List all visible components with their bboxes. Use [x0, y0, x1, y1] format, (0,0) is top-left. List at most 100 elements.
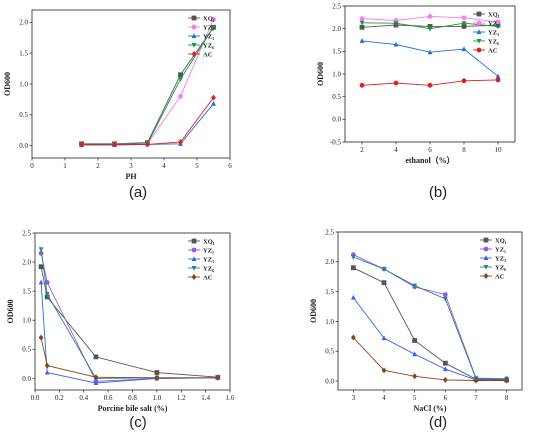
series-1 [350, 265, 510, 383]
data-point [93, 354, 99, 360]
legend-entry-label: XQ₁ [488, 11, 500, 18]
x-axis-label: NaCl (%) [413, 404, 446, 413]
chart-panel-3: 0.0 0.2 0.4 0.6 0.8 1.0 1.2 1.4 1.6 0.0 0.5 1.0 1.5 2… [6, 229, 235, 413]
x-tick-label: 6 [228, 162, 232, 170]
x-tick-label: 1.4 [201, 394, 210, 402]
x-tick-label: 4 [382, 394, 386, 402]
y-axis-label: OD600 [316, 62, 325, 86]
data-point [504, 377, 510, 384]
data-point [350, 294, 356, 300]
legend-swatch-marker [191, 247, 197, 253]
series-line [353, 267, 507, 381]
x-tick-label: 5 [413, 394, 417, 402]
data-point [93, 374, 99, 381]
x-tick-label: 4 [394, 146, 398, 154]
x-tick-label: 8 [505, 394, 509, 402]
legend-entry-label: XQ₁ [495, 237, 507, 244]
legend: XQ₁ YZ₁ YZ₃ YZ₆ AC [188, 15, 215, 58]
y-tick-label: 0.0 [332, 116, 341, 124]
data-point [442, 376, 448, 383]
series-line [361, 40, 499, 77]
legend-swatch-marker [191, 238, 197, 244]
y-tick-label: 0.0 [325, 377, 334, 385]
y-tick-label: 1.5 [325, 288, 334, 296]
data-point [93, 380, 99, 386]
data-point [350, 334, 356, 341]
x-tick-label: 8 [462, 146, 466, 154]
data-point [412, 283, 418, 289]
data-point [211, 94, 216, 101]
legend-swatch-marker [191, 43, 197, 48]
series-2 [359, 14, 501, 25]
y-tick-label: 1.5 [19, 50, 28, 58]
y-axis-label: OD600 [6, 300, 15, 324]
y-tick-label: 2.0 [22, 258, 31, 266]
data-point [38, 247, 44, 253]
series-line [40, 337, 218, 379]
data-point [178, 138, 183, 145]
data-point [381, 367, 387, 374]
data-point [381, 335, 387, 341]
legend-swatch-marker [191, 51, 197, 57]
data-point [461, 46, 467, 52]
data-point [154, 370, 160, 375]
legend: XQ₁ YZ₁ YZ₃ YZ₆ AC [188, 238, 215, 281]
series-5 [359, 77, 501, 88]
panel-label-4: (d) [429, 414, 447, 431]
legend-swatch-marker [191, 24, 197, 30]
legend: XQ₁ YZ₁ YZ₃ YZ₆ AC [473, 11, 500, 54]
x-tick-label: 1.6 [226, 394, 235, 402]
data-point [412, 338, 418, 343]
legend: XQ₁ YZ₁ YZ₃ YZ₆ AC [480, 237, 507, 280]
legend-swatch-marker [191, 266, 197, 271]
series-line [352, 297, 507, 381]
data-point [359, 20, 365, 26]
y-tick-label: 1.0 [325, 318, 334, 326]
series-3 [38, 279, 221, 386]
panel-label-2: (b) [429, 184, 447, 201]
data-point [350, 265, 356, 271]
x-tick-label: 2 [96, 162, 100, 170]
data-point [359, 24, 365, 30]
y-tick-label: 2.5 [325, 228, 334, 236]
series-line [81, 19, 214, 146]
x-tick-label: 6 [444, 394, 448, 402]
legend-swatch-marker [191, 274, 197, 280]
legend-swatch-marker [191, 33, 197, 38]
data-point [211, 25, 216, 31]
x-tick-label: 1 [63, 162, 67, 170]
series-4 [359, 20, 501, 32]
data-point [178, 93, 183, 99]
y-tick-label: 1.5 [22, 288, 31, 296]
legend-entry-label: YZ₆ [203, 265, 214, 272]
y-tick-label: 1.0 [332, 70, 341, 78]
data-point [495, 24, 501, 30]
legend-entry-label: XQ₁ [203, 15, 215, 22]
x-tick-label: 5 [195, 162, 199, 170]
data-point [427, 24, 433, 29]
x-tick-label: 1.0 [153, 394, 162, 402]
legend-entry-label: YZ₃ [488, 29, 499, 36]
y-tick-label: 0.5 [22, 346, 31, 354]
x-tick-label: 1.2 [177, 394, 186, 402]
y-tick-label: 2.5 [332, 2, 341, 10]
data-point [38, 264, 44, 270]
x-tick-label: 0.2 [55, 394, 64, 402]
series-line [352, 337, 507, 381]
legend-swatch-marker [476, 20, 482, 26]
data-point [427, 49, 433, 55]
plot-frame [31, 9, 231, 159]
y-tick-label: 1.0 [19, 80, 28, 88]
x-axis-label: Porcine bile salt (%) [98, 404, 168, 413]
data-point [495, 19, 501, 25]
y-tick-label: 0.5 [325, 348, 334, 356]
data-point [359, 82, 365, 88]
x-tick-label: 2 [360, 146, 364, 154]
legend-entry-label: YZ₃ [203, 256, 214, 263]
x-tick-label: 0.8 [128, 394, 137, 402]
series-3 [350, 294, 510, 383]
y-tick-label: 1.0 [22, 317, 31, 325]
data-point [44, 292, 50, 297]
y-axis-label: OD600 [3, 72, 12, 96]
data-point [427, 26, 433, 32]
